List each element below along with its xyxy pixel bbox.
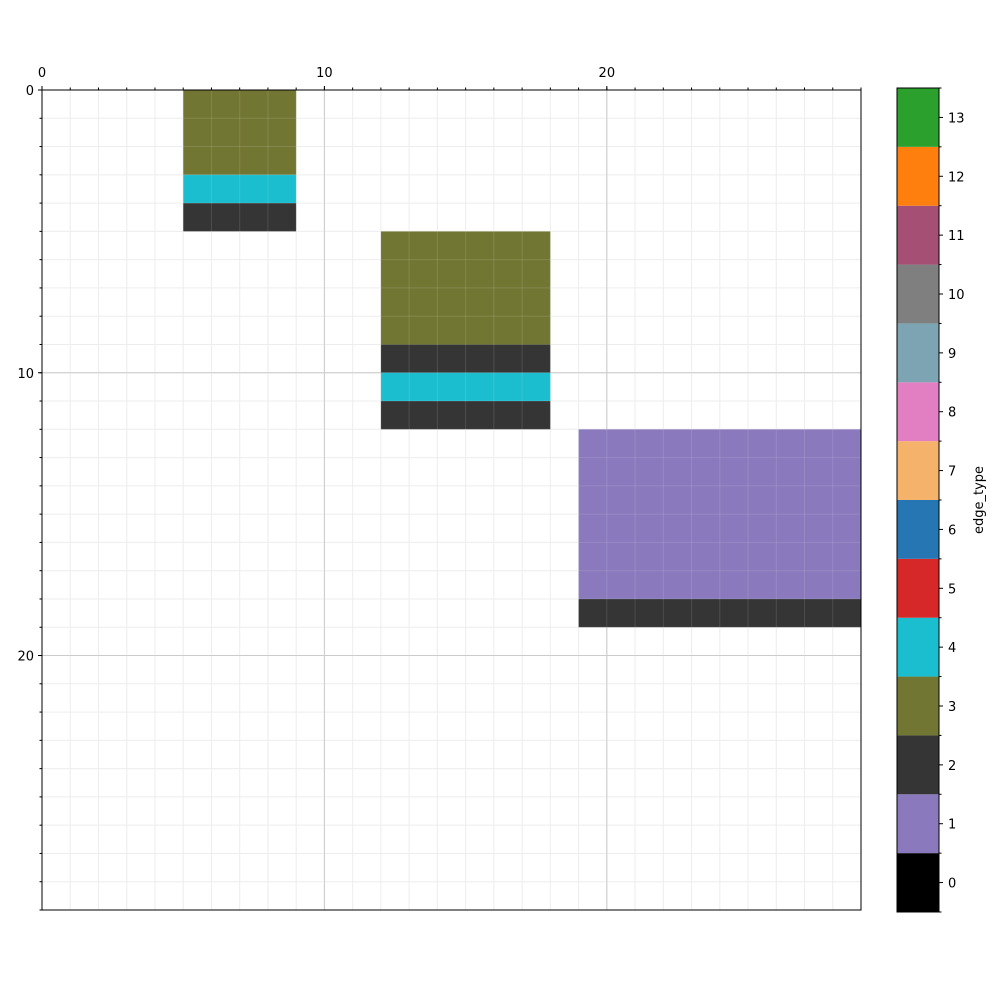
colorbar-swatch [897, 264, 939, 324]
colorbar-tick-label: 13 [948, 111, 965, 126]
colorbar-swatch [897, 558, 939, 618]
heatmap-cell [183, 174, 297, 204]
x-tick-label: 20 [599, 66, 616, 81]
colorbar-tick-label: 9 [948, 347, 956, 362]
x-tick-label: 10 [316, 66, 333, 81]
heatmap-cell [183, 90, 297, 175]
colorbar-tick-label: 11 [948, 229, 965, 244]
colorbar-swatch [897, 853, 939, 912]
colorbar-swatch [897, 500, 939, 559]
x-axis-ticks: 0 10 20 [38, 66, 862, 90]
colorbar-swatch [897, 146, 939, 206]
colorbar-tick-label: 2 [948, 759, 956, 774]
x-tick-label: 0 [38, 66, 46, 81]
colorbar-tick-label: 7 [948, 465, 956, 480]
heatmap-cell [578, 598, 861, 628]
colorbar-tick-label: 3 [948, 700, 956, 715]
colorbar-swatch [897, 676, 939, 736]
plot-frame [41, 89, 862, 911]
colorbar-tick-label: 6 [948, 523, 956, 538]
colorbar-tick-label: 5 [948, 582, 956, 597]
colorbar-swatch [897, 794, 939, 854]
heatmap-cell [380, 401, 551, 430]
colorbar-swatch [897, 441, 939, 500]
y-axis-ticks: 0 10 20 [17, 84, 42, 911]
y-tick-label: 10 [17, 367, 34, 382]
colorbar-tick-label: 0 [948, 877, 956, 892]
colorbar-tick-label: 8 [948, 406, 956, 421]
colorbar-swatch [897, 205, 939, 265]
heatmap-cell [578, 429, 861, 599]
colorbar-swatch [897, 323, 939, 383]
colorbar-swatch [897, 617, 939, 677]
colorbar-swatch [897, 735, 939, 795]
heatmap-cell [183, 203, 297, 232]
colorbar-tick-label: 4 [948, 641, 956, 656]
colorbar-tick-label: 10 [948, 288, 965, 303]
colorbar-label: edge_type [972, 466, 987, 534]
y-tick-label: 20 [17, 650, 34, 665]
heatmap-cell [380, 372, 551, 402]
y-tick-label: 0 [26, 84, 34, 99]
colorbar-tick-label: 1 [948, 818, 956, 833]
heatmap-cells [41, 89, 862, 911]
colorbar-swatch [897, 88, 939, 147]
colorbar-swatch [897, 382, 939, 442]
heatmap-cell [380, 344, 551, 373]
colorbar-tick-label: 12 [948, 170, 965, 185]
heatmap-cell [380, 231, 551, 345]
